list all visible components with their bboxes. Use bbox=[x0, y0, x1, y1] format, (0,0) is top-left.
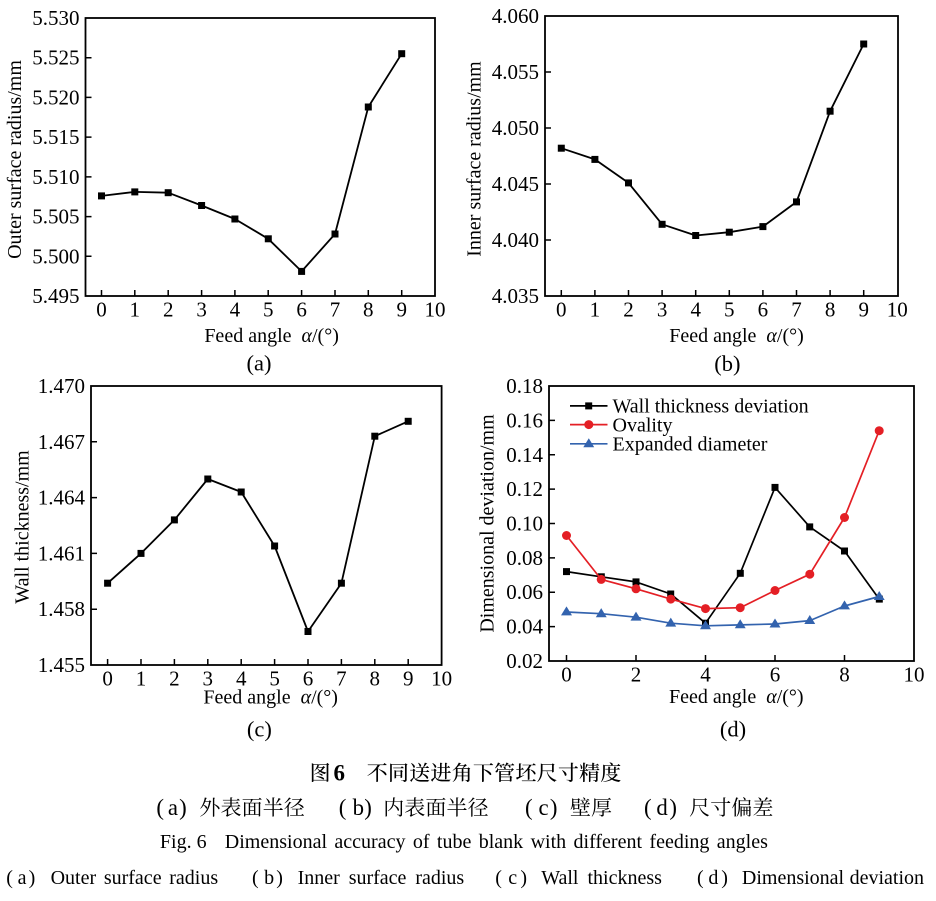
svg-text:7: 7 bbox=[330, 298, 341, 322]
svg-text:Outer surface radius/mm: Outer surface radius/mm bbox=[4, 60, 26, 259]
svg-text:(d): (d) bbox=[720, 716, 746, 741]
svg-text:4.050: 4.050 bbox=[492, 116, 539, 140]
svg-text:Feed angle α/(°): Feed angle α/(°) bbox=[204, 325, 339, 347]
svg-text:5: 5 bbox=[724, 298, 735, 322]
svg-text:Wall thickness: Wall thickness bbox=[541, 867, 662, 889]
svg-text:6: 6 bbox=[334, 760, 346, 785]
svg-text:Outer surface radius: Outer surface radius bbox=[51, 867, 219, 889]
svg-text:Expanded diameter: Expanded diameter bbox=[613, 434, 768, 456]
svg-text:2: 2 bbox=[169, 667, 180, 691]
svg-text:0.16: 0.16 bbox=[506, 408, 543, 432]
svg-text:5: 5 bbox=[269, 667, 280, 691]
svg-text:Dimensional deviation: Dimensional deviation bbox=[742, 867, 924, 889]
svg-text:9: 9 bbox=[396, 298, 407, 322]
svg-text:6: 6 bbox=[296, 298, 307, 322]
svg-text:(a): (a) bbox=[6, 867, 35, 889]
svg-text:8: 8 bbox=[370, 667, 381, 691]
svg-text:(d): (d) bbox=[644, 795, 677, 820]
svg-text:5.495: 5.495 bbox=[32, 284, 79, 308]
svg-text:2: 2 bbox=[631, 663, 642, 687]
svg-text:4.035: 4.035 bbox=[492, 284, 539, 308]
svg-text:10: 10 bbox=[904, 663, 925, 687]
svg-text:0.12: 0.12 bbox=[506, 477, 543, 501]
svg-text:0: 0 bbox=[561, 663, 572, 687]
svg-text:5.505: 5.505 bbox=[32, 205, 79, 229]
svg-text:(b): (b) bbox=[714, 351, 740, 376]
svg-text:0.08: 0.08 bbox=[506, 546, 543, 570]
svg-text:4: 4 bbox=[690, 298, 701, 322]
svg-text:0: 0 bbox=[556, 298, 567, 322]
svg-text:6: 6 bbox=[758, 298, 769, 322]
svg-text:(a): (a) bbox=[156, 795, 186, 820]
svg-text:1.458: 1.458 bbox=[38, 597, 85, 621]
svg-text:5.520: 5.520 bbox=[32, 85, 79, 109]
svg-text:Feed angle α/(°): Feed angle α/(°) bbox=[669, 686, 804, 708]
svg-text:0: 0 bbox=[102, 667, 113, 691]
svg-text:Dimensional accuracy of tube b: Dimensional accuracy of tube blank with … bbox=[225, 831, 768, 853]
svg-text:1: 1 bbox=[590, 298, 601, 322]
svg-text:8: 8 bbox=[825, 298, 836, 322]
svg-text:(a): (a) bbox=[247, 350, 272, 375]
svg-text:(c): (c) bbox=[247, 716, 272, 741]
svg-text:4: 4 bbox=[700, 663, 711, 687]
svg-text:0.04: 0.04 bbox=[506, 615, 543, 639]
svg-text:4.055: 4.055 bbox=[492, 60, 539, 84]
svg-text:4: 4 bbox=[230, 298, 241, 322]
svg-text:5: 5 bbox=[263, 298, 274, 322]
svg-text:1.455: 1.455 bbox=[38, 653, 85, 677]
svg-text:Dimensional deviation/mm: Dimensional deviation/mm bbox=[477, 414, 499, 633]
svg-text:4.060: 4.060 bbox=[492, 4, 539, 28]
svg-text:1.464: 1.464 bbox=[38, 486, 86, 510]
svg-text:Fig. 6: Fig. 6 bbox=[160, 831, 207, 853]
svg-text:10: 10 bbox=[425, 298, 446, 322]
svg-text:0.02: 0.02 bbox=[506, 649, 543, 673]
svg-text:1.467: 1.467 bbox=[38, 430, 85, 454]
svg-text:(b): (b) bbox=[252, 867, 283, 889]
svg-text:5.510: 5.510 bbox=[32, 165, 79, 189]
svg-text:2: 2 bbox=[623, 298, 634, 322]
svg-text:0.14: 0.14 bbox=[506, 443, 543, 467]
svg-text:0: 0 bbox=[96, 298, 107, 322]
svg-text:5.530: 5.530 bbox=[32, 6, 79, 30]
svg-text:7: 7 bbox=[791, 298, 802, 322]
svg-text:3: 3 bbox=[196, 298, 207, 322]
svg-text:0.18: 0.18 bbox=[506, 374, 543, 398]
svg-text:(d): (d) bbox=[697, 867, 728, 889]
svg-text:(b): (b) bbox=[339, 795, 372, 820]
svg-text:Inner surface radius: Inner surface radius bbox=[298, 867, 465, 889]
svg-text:Feed angle α/(°): Feed angle α/(°) bbox=[669, 325, 804, 347]
svg-text:8: 8 bbox=[363, 298, 374, 322]
svg-text:0.10: 0.10 bbox=[506, 512, 543, 536]
svg-text:2: 2 bbox=[163, 298, 174, 322]
svg-text:4.040: 4.040 bbox=[492, 228, 539, 252]
svg-text:3: 3 bbox=[203, 667, 214, 691]
svg-text:Feed angle α/(°): Feed angle α/(°) bbox=[203, 686, 338, 708]
svg-text:5.525: 5.525 bbox=[32, 46, 79, 70]
svg-text:1: 1 bbox=[130, 298, 141, 322]
svg-text:10: 10 bbox=[887, 298, 908, 322]
svg-text:(c): (c) bbox=[525, 795, 557, 820]
svg-text:9: 9 bbox=[403, 667, 414, 691]
svg-text:7: 7 bbox=[336, 667, 347, 691]
svg-text:10: 10 bbox=[431, 667, 452, 691]
svg-text:4.045: 4.045 bbox=[492, 172, 539, 196]
svg-text:0.06: 0.06 bbox=[506, 580, 543, 604]
svg-text:8: 8 bbox=[839, 663, 850, 687]
svg-text:4: 4 bbox=[236, 667, 247, 691]
svg-text:3: 3 bbox=[657, 298, 668, 322]
svg-text:1: 1 bbox=[136, 667, 147, 691]
svg-text:Wall thickness deviation: Wall thickness deviation bbox=[613, 396, 809, 418]
svg-text:6: 6 bbox=[770, 663, 781, 687]
svg-text:Wall thickness/mm: Wall thickness/mm bbox=[11, 450, 33, 604]
svg-text:9: 9 bbox=[858, 298, 869, 322]
svg-text:(c): (c) bbox=[495, 867, 527, 889]
svg-text:1.461: 1.461 bbox=[38, 541, 85, 565]
svg-text:5.515: 5.515 bbox=[32, 125, 79, 149]
svg-text:6: 6 bbox=[303, 667, 314, 691]
svg-text:5.500: 5.500 bbox=[32, 244, 79, 268]
svg-text:Ovality: Ovality bbox=[613, 414, 673, 436]
svg-text:1.470: 1.470 bbox=[38, 374, 85, 398]
svg-text:Inner surface radius/mm: Inner surface radius/mm bbox=[464, 61, 486, 257]
